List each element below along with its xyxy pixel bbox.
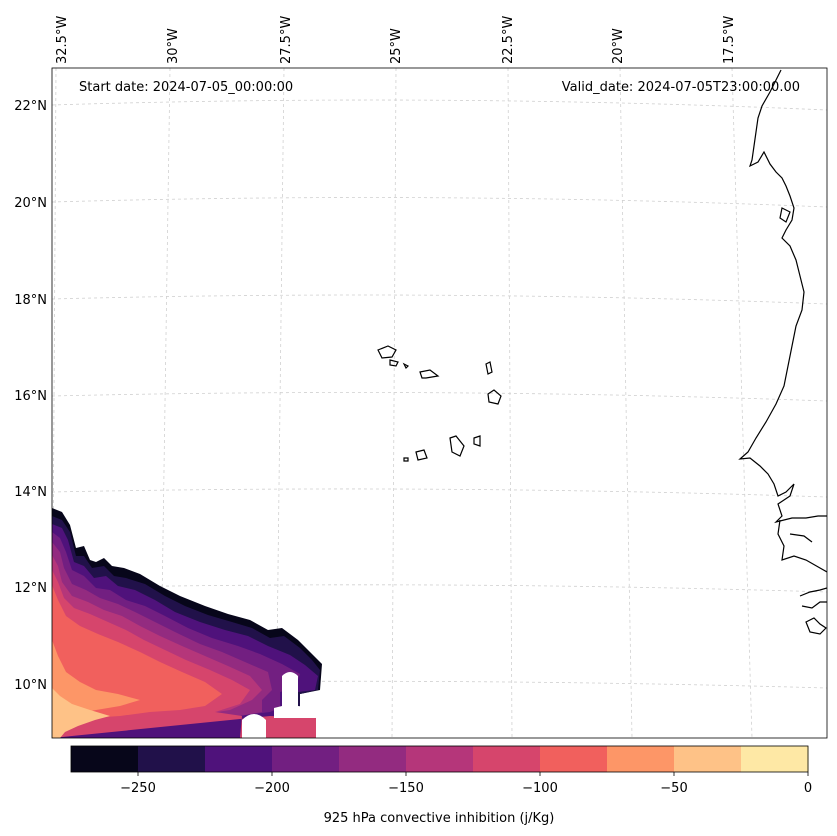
colorbar-swatch: [473, 746, 541, 772]
cape-verde-islands: [377, 345, 502, 462]
valid-date-label: Valid_date: 2024-07-05T23:00:00.00: [562, 80, 800, 95]
lon-label-27-5w: 27.5°W: [279, 16, 294, 64]
colorbar-tick-150: −150: [388, 781, 424, 796]
missing-data-mask-2: [274, 672, 315, 718]
lon-label-25w: 25°W: [389, 28, 404, 64]
lat-label-12n: 12°N: [14, 581, 47, 596]
lon-label-32-5w: 32.5°W: [55, 16, 70, 64]
colorbar-swatch: [741, 746, 809, 772]
colorbar-frame: [70, 745, 809, 773]
lon-label-30w: 30°W: [166, 28, 181, 64]
lat-label-14n: 14°N: [14, 485, 47, 500]
colorbar-swatch: [272, 746, 340, 772]
lon-label-22-5w: 22.5°W: [501, 16, 516, 64]
lat-label-10n: 10°N: [14, 678, 47, 693]
colorbar-swatch: [540, 746, 608, 772]
lat-label-22n: 22°N: [14, 99, 47, 114]
west-africa-coastline: [738, 69, 827, 635]
colorbar-swatch: [138, 746, 206, 772]
map-frame: [51, 67, 828, 739]
contour-band-50: [52, 640, 140, 724]
lat-label-18n: 18°N: [14, 293, 47, 308]
lat-label-16n: 16°N: [14, 389, 47, 404]
colorbar-swatch: [406, 746, 474, 772]
cin-contours: [52, 508, 322, 738]
start-date-label: Start date: 2024-07-05_00:00:00: [79, 80, 293, 95]
colorbar-tick-250: −250: [120, 781, 156, 796]
lat-label-20n: 20°N: [14, 196, 47, 211]
colorbar-swatch: [339, 746, 407, 772]
colorbar-tick-50: −50: [660, 781, 687, 796]
missing-data-mask: [242, 714, 266, 738]
colorbar-tick-0: 0: [804, 781, 812, 796]
colorbar-tick-200: −200: [254, 781, 290, 796]
colorbar-swatch: [674, 746, 742, 772]
contour-band-25: [52, 688, 110, 738]
colorbar-swatch: [71, 746, 139, 772]
lon-label-20w: 20°W: [611, 28, 626, 64]
colorbar-tick-100: −100: [522, 781, 558, 796]
colorbar-swatch: [205, 746, 273, 772]
colorbar-swatch: [607, 746, 675, 772]
colorbar-label: 925 hPa convective inhibition (j/Kg): [324, 811, 555, 826]
colorbar: −250 −200 −150 −100 −50 0 925 hPa convec…: [70, 745, 812, 826]
lon-label-17-5w: 17.5°W: [722, 16, 737, 64]
